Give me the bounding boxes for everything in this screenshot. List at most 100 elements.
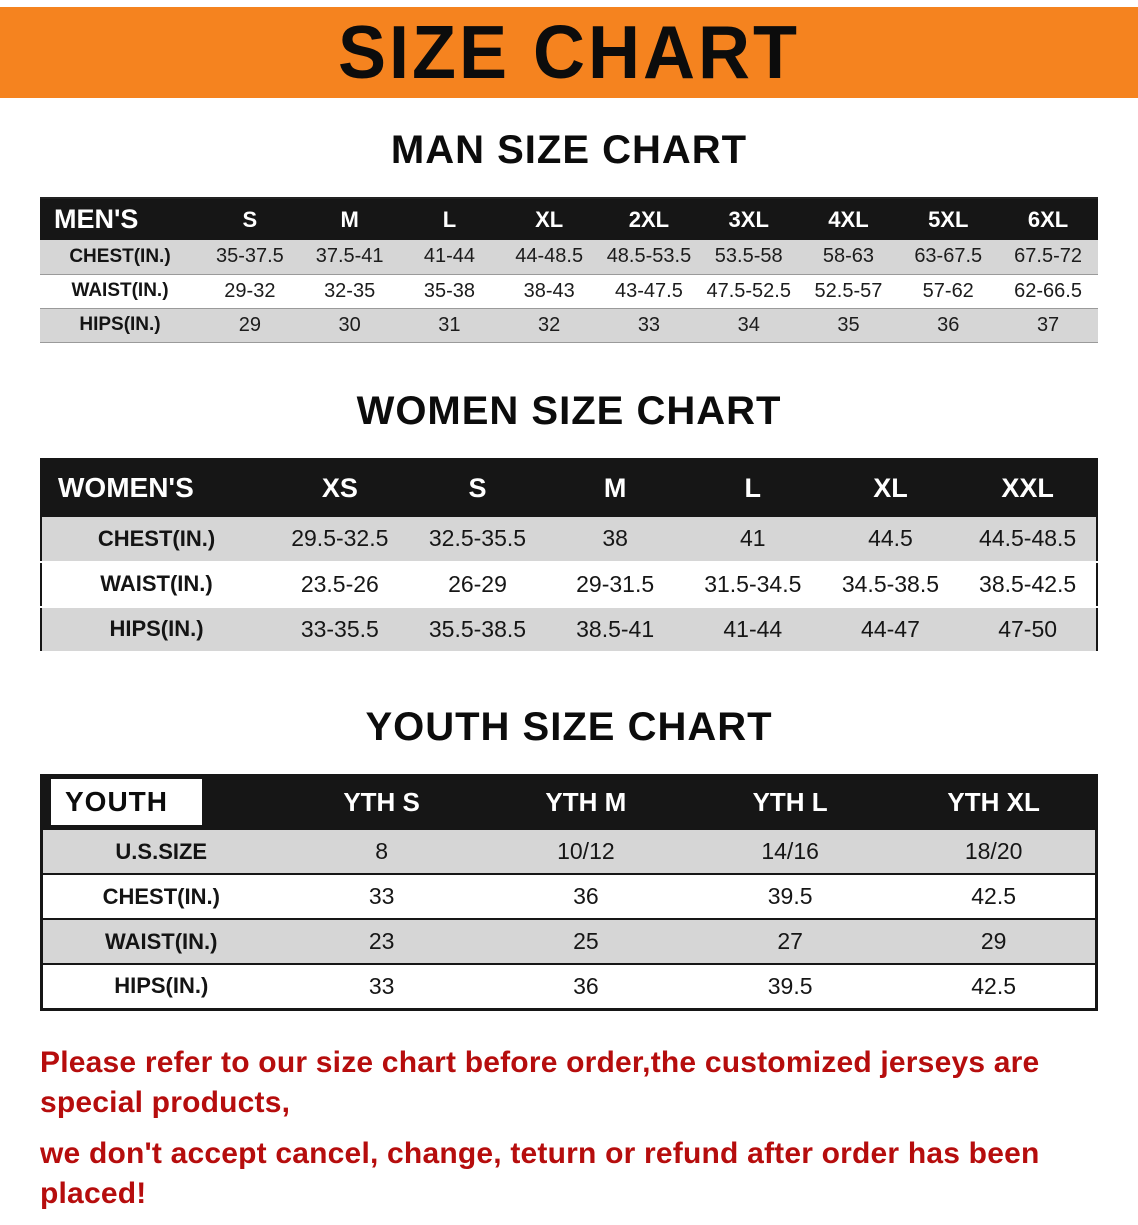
size-value: 67.5-72 bbox=[1014, 245, 1082, 268]
order-notice: Please refer to our size chart before or… bbox=[40, 1043, 1138, 1215]
size-value: 36 bbox=[573, 972, 599, 999]
measurement-label: WAIST(IN.) bbox=[105, 928, 218, 954]
size-column-header: 3XL bbox=[698, 198, 799, 240]
size-column-header: YTH L bbox=[688, 775, 893, 829]
size-value: 29-31.5 bbox=[576, 570, 655, 597]
table-title-cell: MEN'S bbox=[40, 198, 200, 240]
size-column-header: 4XL bbox=[798, 198, 899, 240]
measurement-label: U.S.SIZE bbox=[115, 838, 208, 864]
size-value: 38.5-42.5 bbox=[979, 570, 1077, 597]
size-value: 53.5-58 bbox=[714, 245, 783, 268]
size-value: 39.5 bbox=[767, 883, 813, 909]
size-value: 31.5-34.5 bbox=[704, 570, 802, 597]
size-value: 33 bbox=[368, 972, 395, 999]
size-value: 26-29 bbox=[448, 570, 507, 597]
size-value: 37.5-41 bbox=[315, 245, 384, 268]
measurement-row: U.S.SIZE 8 10/12 14/16 18/20 bbox=[41, 829, 1097, 874]
header-row: YOUTH YTH S YTH M YTH L YTH XL bbox=[41, 775, 1097, 829]
size-value: 35-38 bbox=[423, 279, 475, 302]
notice-line-2: we don't accept cancel, change, teturn o… bbox=[40, 1136, 1040, 1211]
measurement-label: WAIST(IN.) bbox=[100, 571, 213, 596]
measurement-label: HIPS(IN.) bbox=[79, 314, 161, 335]
header-row: MEN'S S M L XL 2XL 3XL 4XL 5XL 6XL bbox=[40, 198, 1098, 240]
size-value: 8 bbox=[375, 838, 389, 864]
size-column-header: YTH S bbox=[279, 775, 484, 829]
size-value: 58-63 bbox=[822, 245, 875, 268]
size-value: 48.5-53.5 bbox=[606, 245, 692, 268]
size-value: 32.5-35.5 bbox=[428, 525, 527, 551]
size-value: 34 bbox=[737, 313, 760, 336]
size-value: 23.5-26 bbox=[300, 570, 379, 597]
youth-chart-heading: YOUTH SIZE CHART bbox=[365, 704, 773, 749]
measurement-label: WAIST(IN.) bbox=[71, 280, 169, 301]
size-value: 23 bbox=[368, 928, 395, 954]
size-value: 41-44 bbox=[723, 615, 783, 642]
measurement-label: CHEST(IN.) bbox=[97, 525, 216, 551]
size-value: 47-50 bbox=[998, 615, 1058, 642]
measurement-row: HIPS(IN.) 29 30 31 32 33 34 35 36 37 bbox=[40, 308, 1098, 342]
size-column-header: L bbox=[399, 198, 500, 240]
size-value: 52.5-57 bbox=[814, 279, 883, 302]
size-value: 63-67.5 bbox=[914, 245, 983, 268]
measurement-label: CHEST(IN.) bbox=[102, 883, 220, 909]
size-value: 37 bbox=[1036, 313, 1060, 336]
size-value: 36 bbox=[937, 313, 960, 336]
measurement-row: WAIST(IN.) 23 25 27 29 bbox=[41, 919, 1097, 964]
youth-size-chart-section: YOUTH SIZE CHART YOUTH YTH S YTH M YTH L YTH… bbox=[0, 653, 1138, 1011]
size-value: 31 bbox=[438, 313, 461, 336]
size-column-header: M bbox=[546, 458, 684, 517]
youth-size-table: YOUTH YTH S YTH M YTH L YTH XL U.S.SIZE 8 10/12… bbox=[40, 773, 1098, 1011]
size-chart-page: SIZE CHART MAN SIZE CHART MEN'S S M L XL 2XL 3… bbox=[0, 7, 1138, 1215]
size-column-header: XL bbox=[499, 198, 600, 240]
size-value: 47.5-52.5 bbox=[706, 279, 791, 302]
size-value: 35.5-38.5 bbox=[428, 615, 527, 642]
banner: SIZE CHART bbox=[0, 7, 1138, 98]
size-value: 18/20 bbox=[964, 838, 1023, 864]
measurement-row: HIPS(IN.) 33-35.5 35.5-38.5 38.5-41 41-44 44-… bbox=[41, 606, 1097, 652]
size-value: 29 bbox=[980, 928, 1007, 954]
size-value: 41 bbox=[740, 525, 766, 551]
size-column-header: XL bbox=[821, 458, 960, 517]
size-column-header: XXL bbox=[959, 458, 1097, 517]
size-value: 33 bbox=[637, 313, 661, 336]
size-value: 57-62 bbox=[922, 279, 974, 302]
size-column-header: 6XL bbox=[998, 198, 1098, 240]
size-value: 14/16 bbox=[761, 838, 819, 864]
size-value: 38.5-41 bbox=[576, 615, 655, 642]
measurement-row: CHEST(IN.) 33 36 39.5 42.5 bbox=[41, 874, 1097, 919]
size-column-header: 2XL bbox=[599, 198, 699, 240]
size-value: 33 bbox=[368, 883, 395, 909]
size-value: 29 bbox=[238, 313, 261, 336]
measurement-row: CHEST(IN.) 35-37.5 37.5-41 41-44 44-48.5 48.5… bbox=[40, 240, 1098, 274]
size-value: 32-35 bbox=[324, 279, 376, 302]
size-value: 25 bbox=[573, 928, 599, 954]
size-value: 44.5-48.5 bbox=[979, 525, 1077, 551]
size-value: 38 bbox=[602, 525, 628, 551]
table-title-cell: WOMEN'S bbox=[41, 458, 271, 517]
measurement-row: CHEST(IN.) 29.5-32.5 32.5-35.5 38 41 44.5 44.5… bbox=[41, 516, 1097, 562]
measurement-label: HIPS(IN.) bbox=[109, 616, 204, 641]
men-size-chart-section: MAN SIZE CHART MEN'S S M L XL 2XL 3XL 4XL 5XL 6XL… bbox=[0, 98, 1138, 343]
size-value: 36 bbox=[573, 883, 599, 909]
size-column-header: S bbox=[200, 198, 300, 240]
measurement-label: CHEST(IN.) bbox=[69, 245, 171, 267]
men-size-table: MEN'S S M L XL 2XL 3XL 4XL 5XL 6XL CHEST(IN.) 35-37… bbox=[40, 197, 1098, 343]
size-value: 44-48.5 bbox=[515, 245, 584, 268]
size-value: 35-37.5 bbox=[215, 245, 284, 268]
size-column-header: M bbox=[299, 198, 400, 240]
table-title-cell: YOUTH bbox=[41, 775, 280, 829]
size-value: 29-32 bbox=[224, 279, 276, 302]
page-title: SIZE CHART bbox=[338, 10, 800, 95]
measurement-label: HIPS(IN.) bbox=[114, 973, 209, 999]
size-value: 62-66.5 bbox=[1014, 279, 1082, 302]
size-value: 29.5-32.5 bbox=[291, 525, 389, 551]
measurement-row: WAIST(IN.) 29-32 32-35 35-38 38-43 43-47.5 47.… bbox=[40, 274, 1098, 308]
women-chart-heading: WOMEN SIZE CHART bbox=[356, 388, 782, 433]
women-size-chart-section: WOMEN SIZE CHART WOMEN'S XS S M L XL XXL CHEST(… bbox=[0, 343, 1138, 653]
size-column-header: YTH XL bbox=[892, 775, 1097, 829]
size-value: 39.5 bbox=[767, 972, 813, 999]
size-value: 44-47 bbox=[861, 615, 920, 642]
size-column-header: S bbox=[408, 458, 547, 517]
header-row: WOMEN'S XS S M L XL XXL bbox=[41, 458, 1097, 517]
size-column-header: 5XL bbox=[898, 198, 999, 240]
